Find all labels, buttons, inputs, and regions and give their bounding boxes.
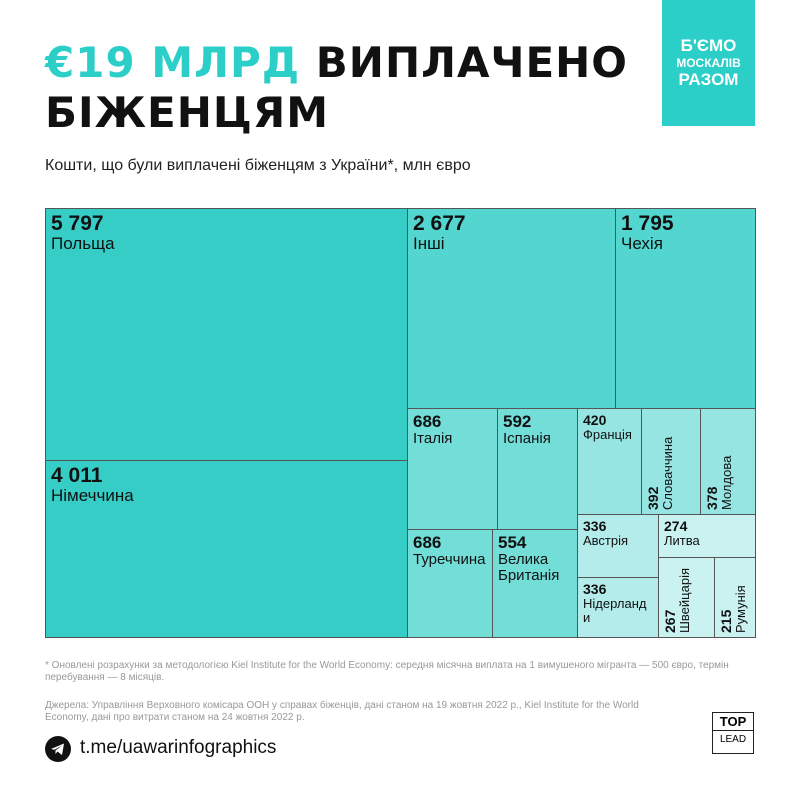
value-label: 378 — [704, 486, 720, 510]
value-label: 554 — [498, 533, 527, 552]
category-label: Австрія — [583, 533, 629, 548]
value-label: 336 — [583, 581, 607, 597]
logo: TOP LEAD — [712, 712, 754, 754]
logo-bottom: LEAD — [719, 734, 747, 745]
treemap-cell: 378 Молдова — [700, 408, 756, 515]
subtitle: Кошти, що були виплачені біженцям з Укра… — [45, 157, 471, 174]
treemap-cell: 2 677 Інші — [407, 208, 616, 409]
treemap-cell: 1 795 Чехія — [615, 208, 756, 409]
category-label: Польща — [51, 234, 115, 253]
value-label: 1 795 — [621, 212, 674, 235]
category-label: Словаччина — [660, 436, 675, 510]
treemap-cell: 554 Велика Британія — [492, 529, 578, 638]
value-label: 267 — [662, 609, 678, 633]
value-label: 4 011 — [51, 464, 103, 487]
value-label: 686 — [413, 533, 442, 552]
treemap-cell: 215 Румунія — [714, 557, 756, 638]
category-label: Німеччина — [51, 486, 134, 505]
badge: Б'ЄМО МОСКАЛІВ РАЗОМ — [662, 0, 755, 126]
treemap-cell: 592 Іспанія — [497, 408, 578, 530]
value-label: 592 — [503, 412, 532, 431]
value-label: 336 — [583, 518, 607, 534]
treemap-cell: 420 Франція — [577, 408, 642, 515]
telegram-icon — [45, 736, 71, 762]
treemap-cell: 336 Австрія — [577, 514, 659, 578]
category-label: Молдова — [719, 455, 734, 510]
treemap-cell: 392 Словаччина — [641, 408, 701, 515]
telegram-link[interactable]: t.me/uawarinfographics — [80, 737, 277, 758]
value-label: 686 — [413, 412, 442, 431]
logo-top: TOP — [713, 713, 753, 731]
treemap-cell: 336 Нідерланди — [577, 577, 659, 638]
category-label: Швейцарія — [677, 568, 692, 633]
value-label: 5 797 — [51, 212, 104, 235]
category-label: Іспанія — [503, 430, 551, 447]
category-label: Нідерланди — [583, 596, 647, 625]
value-label: 392 — [645, 486, 661, 510]
badge-line: МОСКАЛІВ — [676, 56, 741, 70]
value-label: 274 — [664, 518, 688, 534]
category-label: Туреччина — [413, 551, 486, 568]
badge-line: РАЗОМ — [678, 70, 739, 89]
sources: Джерела: Управління Верховного комісара … — [45, 700, 639, 723]
treemap-cell: 274 Литва — [658, 514, 756, 558]
value-label: 420 — [583, 412, 607, 428]
treemap-cell: 4 011 Німеччина — [45, 460, 408, 638]
footnote: * Оновлені розрахунки за методологією Ki… — [45, 660, 729, 683]
value-label: 2 677 — [413, 212, 466, 235]
category-label: Литва — [664, 533, 700, 548]
value-label: 215 — [718, 609, 734, 633]
treemap-cell: 267 Швейцарія — [658, 557, 715, 638]
title: €19 МЛРД ВИПЛАЧЕНО БІЖЕНЦЯМ — [45, 38, 645, 138]
category-label: Румунія — [733, 585, 748, 633]
category-label: Чехія — [621, 234, 663, 253]
title-text: ВИПЛАЧЕНО БІЖЕНЦЯМ — [45, 38, 628, 137]
treemap-cell: 686 Італія — [407, 408, 498, 530]
title-highlight: €19 МЛРД — [45, 38, 301, 87]
treemap-cell: 5 797 Польща — [45, 208, 408, 461]
treemap-cell: 686 Туреччина — [407, 529, 493, 638]
badge-line: Б'ЄМО — [680, 36, 737, 55]
category-label: Інші — [413, 234, 445, 253]
category-label: Велика Британія — [498, 551, 560, 584]
category-label: Франція — [583, 427, 632, 442]
category-label: Італія — [413, 430, 453, 447]
